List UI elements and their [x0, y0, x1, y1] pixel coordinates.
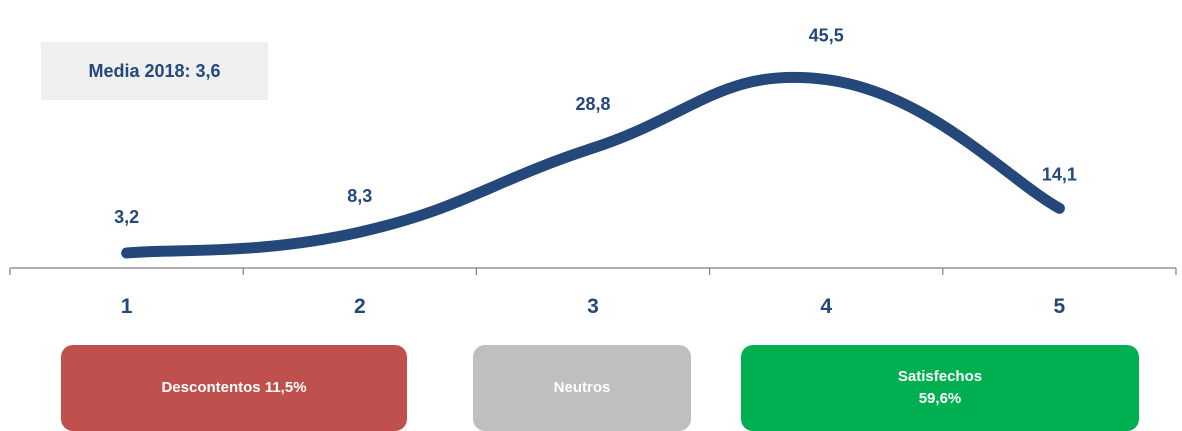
data-label-2: 8,3 — [347, 186, 372, 206]
neutros-label: Neutros — [553, 379, 611, 396]
x-tick-label-3: 3 — [587, 295, 599, 318]
media-2018-badge: Media 2018: 3,6 — [41, 42, 268, 100]
x-axis — [9, 267, 1177, 275]
x-tick-labels: 1 2 3 4 5 — [121, 295, 1066, 318]
data-label-3: 28,8 — [575, 94, 610, 114]
media-2018-label: Media 2018: 3,6 — [88, 60, 221, 81]
line-series — [121, 71, 1065, 259]
neutros-box: Neutros — [473, 345, 691, 431]
x-tick-label-2: 2 — [354, 295, 366, 318]
satisfechos-title: Satisfechos — [897, 368, 983, 385]
satisfechos-box: Satisfechos 59,6% — [741, 345, 1139, 431]
series-line — [121, 71, 1065, 259]
data-label-4: 45,5 — [809, 26, 844, 46]
data-label-5: 14,1 — [1042, 164, 1077, 184]
satisfechos-value: 59,6% — [918, 390, 962, 407]
data-labels: 3,2 8,3 28,8 45,5 14,1 — [114, 26, 1077, 227]
descontentos-label: Descontentos 11,5% — [161, 379, 307, 396]
data-label-1: 3,2 — [114, 207, 139, 227]
x-tick-label-4: 4 — [820, 295, 832, 318]
x-tick-label-1: 1 — [121, 295, 133, 318]
x-tick-label-5: 5 — [1054, 295, 1066, 318]
descontentos-box: Descontentos 11,5% — [61, 345, 407, 431]
